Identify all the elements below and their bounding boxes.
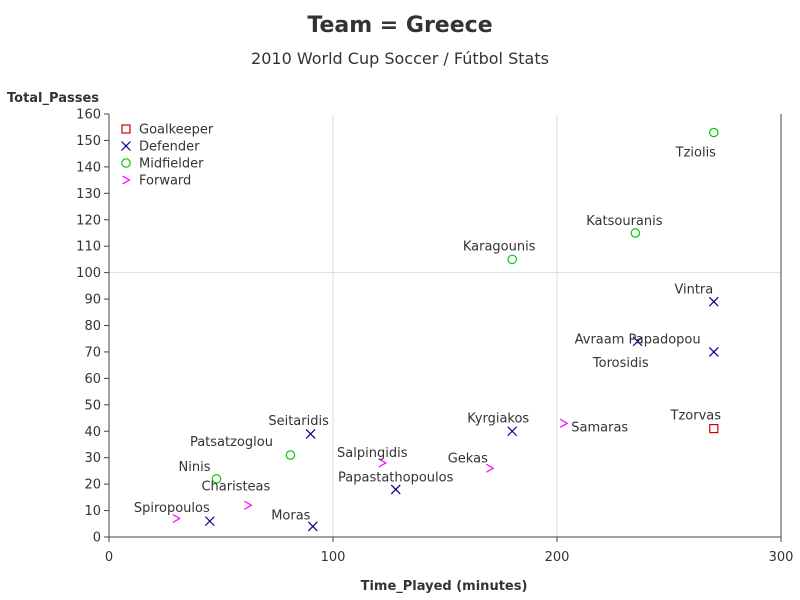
defender-point [708, 347, 719, 357]
point-label: Moras [271, 508, 310, 523]
data-points [172, 127, 719, 532]
midfielder-point [285, 450, 296, 460]
point-label: Papastathopoulos [338, 470, 454, 485]
defender-point [307, 521, 318, 532]
y-tick-label: 50 [84, 398, 101, 413]
y-tick-label: 60 [84, 372, 101, 387]
point-label: Katsouranis [586, 214, 662, 229]
x-tick-label: 300 [769, 550, 794, 565]
point-label: Seitaridis [268, 414, 329, 429]
point-label: Karagounis [463, 239, 536, 254]
midfielder-point [708, 127, 719, 138]
defender-point [305, 428, 316, 439]
x-tick-label: 100 [321, 550, 346, 565]
y-tick-label: 150 [76, 134, 101, 149]
point-label: Patsatzoglou [190, 435, 273, 450]
point-label: Vintra [674, 283, 713, 298]
defender-point [390, 484, 401, 495]
point-label: Kyrgiakos [467, 411, 529, 426]
y-tick-label: 90 [84, 293, 101, 308]
defender-point [507, 426, 518, 437]
legend-midfielder-label: Midfielder [139, 157, 204, 172]
y-tick-label: 10 [84, 504, 101, 519]
midfielder-point [630, 228, 641, 238]
forward-point [559, 418, 569, 428]
forward-point [172, 513, 181, 524]
midfielder-point [507, 254, 517, 265]
reference-lines [109, 114, 781, 537]
legend-goalkeeper-marker [121, 124, 131, 134]
defender-point [632, 336, 643, 347]
forward-point [244, 500, 253, 510]
chart-subtitle: 2010 World Cup Soccer / Fútbol Stats [251, 49, 549, 68]
point-label: Samaras [571, 420, 628, 435]
defender-point [708, 296, 719, 307]
point-labels: Tzorvas Vintra Avraam Papadopou Torosidis Ky… [134, 146, 721, 524]
legend-defender-marker [121, 141, 131, 151]
defender-point [204, 516, 215, 527]
y-tick-label: 40 [84, 425, 101, 440]
y-tick-label: 30 [84, 451, 101, 466]
y-tick-label: 140 [76, 160, 101, 175]
forward-point [378, 458, 387, 468]
y-tick-label: 70 [84, 345, 101, 360]
legend-goalkeeper-label: Goalkeeper [139, 123, 214, 138]
point-label: Ninis [179, 460, 211, 475]
y-tick-label: 110 [76, 240, 101, 255]
midfielder-point [211, 474, 222, 484]
legend: Goalkeeper Defender Midfielder Forward [121, 123, 214, 189]
point-label: Salpingidis [337, 446, 408, 461]
chart-title: Team = Greece [307, 13, 492, 38]
y-tick-label: 20 [84, 478, 101, 493]
legend-midfielder-marker [121, 158, 131, 168]
point-label: Gekas [448, 451, 488, 466]
point-label: Tziolis [675, 146, 717, 161]
legend-forward-label: Forward [139, 174, 191, 189]
y-tick-label: 100 [76, 266, 101, 281]
y-tick-label: 0 [93, 531, 101, 546]
point-label: Tzorvas [670, 409, 722, 424]
forward-point [486, 463, 495, 473]
y-axis-label: Total_Passes [7, 91, 99, 106]
y-tick-label: 130 [76, 187, 101, 202]
goalkeeper-point [709, 424, 719, 434]
point-label: Charisteas [201, 479, 270, 494]
point-label: Avraam Papadopou [575, 332, 701, 347]
x-axis-label: Time_Played (minutes) [361, 579, 528, 594]
y-tick-label: 120 [76, 213, 101, 228]
legend-defender-label: Defender [139, 140, 200, 155]
x-tick-label: 0 [105, 550, 113, 565]
legend-forward-marker [122, 175, 131, 185]
y-tick-label: 160 [76, 108, 101, 123]
x-tick-label: 200 [545, 550, 570, 565]
y-tick-label: 80 [84, 319, 101, 334]
ticks: 0 10 20 30 40 50 60 70 80 90 100 110 120 130 140 150 160… [76, 108, 793, 566]
point-label: Spiropoulos [134, 501, 210, 516]
point-label: Torosidis [592, 356, 649, 371]
